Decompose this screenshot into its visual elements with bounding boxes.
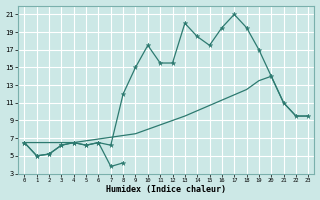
X-axis label: Humidex (Indice chaleur): Humidex (Indice chaleur) [106, 185, 226, 194]
